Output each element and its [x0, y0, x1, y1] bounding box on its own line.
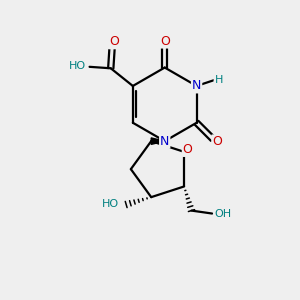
Text: H: H — [214, 75, 223, 85]
Text: OH: OH — [214, 209, 231, 219]
Text: N: N — [192, 80, 201, 92]
Text: O: O — [109, 35, 118, 48]
Text: O: O — [183, 143, 193, 156]
Text: N: N — [160, 135, 169, 148]
Text: HO: HO — [69, 61, 86, 71]
Text: HO: HO — [102, 199, 119, 209]
Text: O: O — [212, 135, 222, 148]
Polygon shape — [151, 138, 165, 144]
Text: O: O — [160, 34, 170, 48]
